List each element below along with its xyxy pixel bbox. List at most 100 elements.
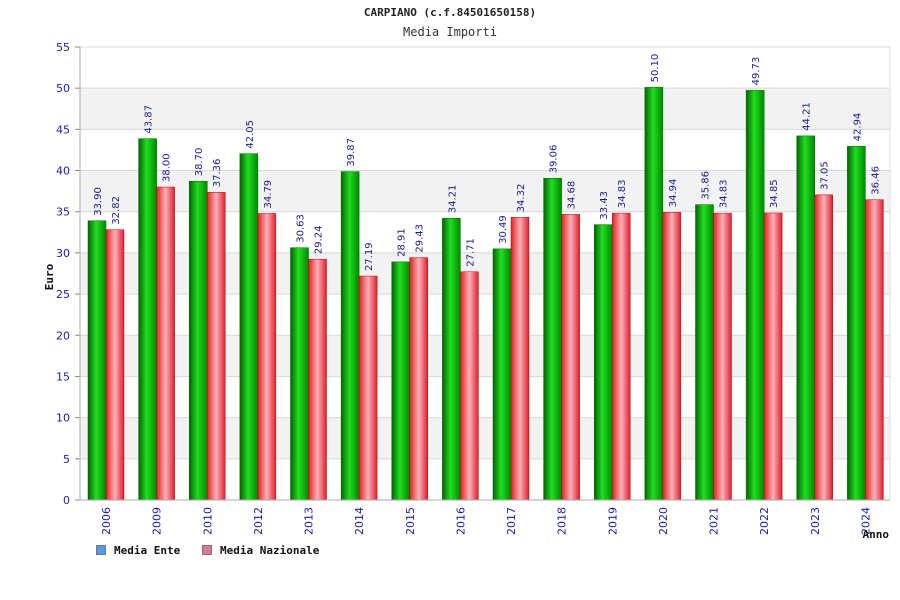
value-label: 33.90: [93, 187, 104, 216]
bar-media-ente-2023: [796, 135, 815, 501]
bar-media-nazionale-2023: [814, 194, 833, 501]
y-tick-label: 0: [63, 494, 70, 507]
value-label: 38.00: [162, 153, 173, 182]
bar-media-nazionale-2014: [358, 275, 378, 501]
value-label: 37.05: [820, 161, 831, 190]
x-tick-label: 2013: [303, 507, 316, 535]
x-tick-label: 2019: [606, 507, 619, 535]
value-label: 49.73: [751, 57, 762, 86]
bar-media-ente-2009: [138, 138, 157, 501]
value-label: 43.87: [144, 105, 155, 134]
legend-item-media-nazionale: Media Nazionale: [202, 543, 319, 557]
x-tick-label: 2022: [758, 507, 771, 535]
bar-media-nazionale-2019: [612, 212, 631, 501]
y-tick-label: 55: [56, 41, 70, 54]
value-label: 33.43: [599, 191, 610, 220]
value-label: 35.86: [701, 171, 712, 200]
x-tick-label: 2006: [100, 507, 113, 535]
bars: [87, 87, 884, 501]
bar-media-ente-2022: [745, 90, 765, 501]
value-label: 36.46: [870, 166, 881, 195]
y-tick-label: 35: [56, 206, 70, 219]
legend-label-media-nazionale: Media Nazionale: [220, 543, 320, 557]
x-tick-label: 2012: [252, 507, 265, 535]
value-label: 34.83: [617, 179, 628, 208]
y-tick-label: 25: [56, 288, 70, 301]
value-label: 29.24: [314, 226, 325, 255]
value-label: 34.21: [447, 185, 458, 214]
bar-media-nazionale-2022: [763, 212, 783, 501]
bar-media-nazionale-2009: [156, 186, 175, 501]
value-label: 42.05: [245, 120, 256, 149]
value-label: 30.49: [498, 215, 509, 244]
x-tick-label: 2024: [859, 507, 872, 535]
bar-media-ente-2006: [87, 220, 107, 501]
bar-media-nazionale-2018: [561, 214, 580, 501]
legend-item-media-ente: Media Ente: [96, 543, 180, 557]
value-label: 39.06: [549, 145, 560, 174]
bar-media-nazionale-2017: [510, 217, 530, 501]
value-label: 38.70: [194, 148, 205, 177]
x-tick-label: 2021: [708, 507, 721, 535]
bar-media-ente-2020: [644, 87, 664, 501]
y-tick-label: 45: [56, 123, 70, 136]
y-tick-label: 40: [56, 165, 70, 178]
axes: [79, 47, 891, 501]
y-tick-label: 50: [56, 82, 70, 95]
x-tick-label: 2009: [151, 507, 164, 535]
legend-swatch-media-nazionale: [202, 545, 212, 555]
value-label: 34.79: [263, 180, 274, 209]
bar-media-ente-2021: [695, 204, 714, 501]
value-label: 39.87: [346, 138, 357, 167]
value-label: 34.94: [668, 179, 679, 208]
value-label: 34.32: [516, 184, 527, 213]
bar-media-ente-2012: [239, 153, 259, 501]
y-tick-label: 5: [63, 453, 70, 466]
x-axis-label: Anno: [863, 528, 890, 541]
bar-media-nazionale-2015: [409, 257, 428, 501]
bar-media-ente-2016: [442, 217, 461, 501]
x-tick-labels: 2006 2009 2010 2012 2013 2014 2015 2016 2017 2018…: [100, 507, 872, 535]
bar-media-ente-2019: [594, 224, 613, 501]
x-tick-label: 2017: [505, 507, 518, 535]
bar-media-nazionale-2012: [257, 213, 277, 501]
x-tick-label: 2020: [657, 507, 670, 535]
bar-media-ente-2013: [290, 247, 309, 501]
value-labels: 33.90 32.82 43.87 38.00 38.70 37.36 42.05 34.79…: [93, 54, 881, 271]
value-label: 27.71: [465, 238, 476, 267]
value-label: 34.85: [769, 179, 780, 208]
bar-media-nazionale-2024: [865, 199, 884, 501]
x-tick-label: 2023: [809, 507, 822, 535]
bar-media-ente-2024: [847, 146, 866, 501]
bar-media-ente-2017: [492, 248, 512, 501]
value-label: 32.82: [111, 196, 122, 225]
bar-media-ente-2010: [189, 181, 208, 501]
chart-subtitle: Media Importi: [403, 25, 497, 39]
bar-media-ente-2014: [340, 171, 360, 501]
y-tick-label: 15: [56, 370, 70, 383]
legend-swatch-media-ente: [96, 545, 106, 555]
x-tick-label: 2015: [404, 507, 417, 535]
x-tick-label: 2018: [556, 507, 569, 535]
chart-title: CARPIANO (c.f.84501650158): [363, 6, 537, 19]
x-tick-label: 2016: [454, 507, 467, 535]
bar-media-ente-2015: [391, 261, 410, 501]
bar-media-ente-2018: [543, 178, 562, 501]
y-tick-labels: 0 5 10 15 20 25 30 35 40 45 50 55: [56, 41, 70, 507]
value-label: 29.43: [415, 224, 426, 253]
bar-media-nazionale-2010: [207, 192, 226, 501]
value-label: 37.36: [212, 159, 223, 188]
value-label: 30.63: [296, 214, 307, 243]
value-label: 28.91: [397, 228, 408, 257]
bar-media-nazionale-2013: [308, 258, 327, 501]
value-label: 34.68: [567, 181, 578, 210]
bar-media-nazionale-2020: [662, 211, 682, 501]
bar-media-nazionale-2006: [105, 229, 125, 501]
y-tick-label: 10: [56, 412, 70, 425]
legend-label-media-ente: Media Ente: [114, 543, 181, 557]
value-label: 42.94: [852, 113, 863, 142]
value-label: 44.21: [802, 102, 813, 131]
value-label: 50.10: [650, 54, 661, 83]
x-tick-label: 2014: [353, 507, 366, 535]
